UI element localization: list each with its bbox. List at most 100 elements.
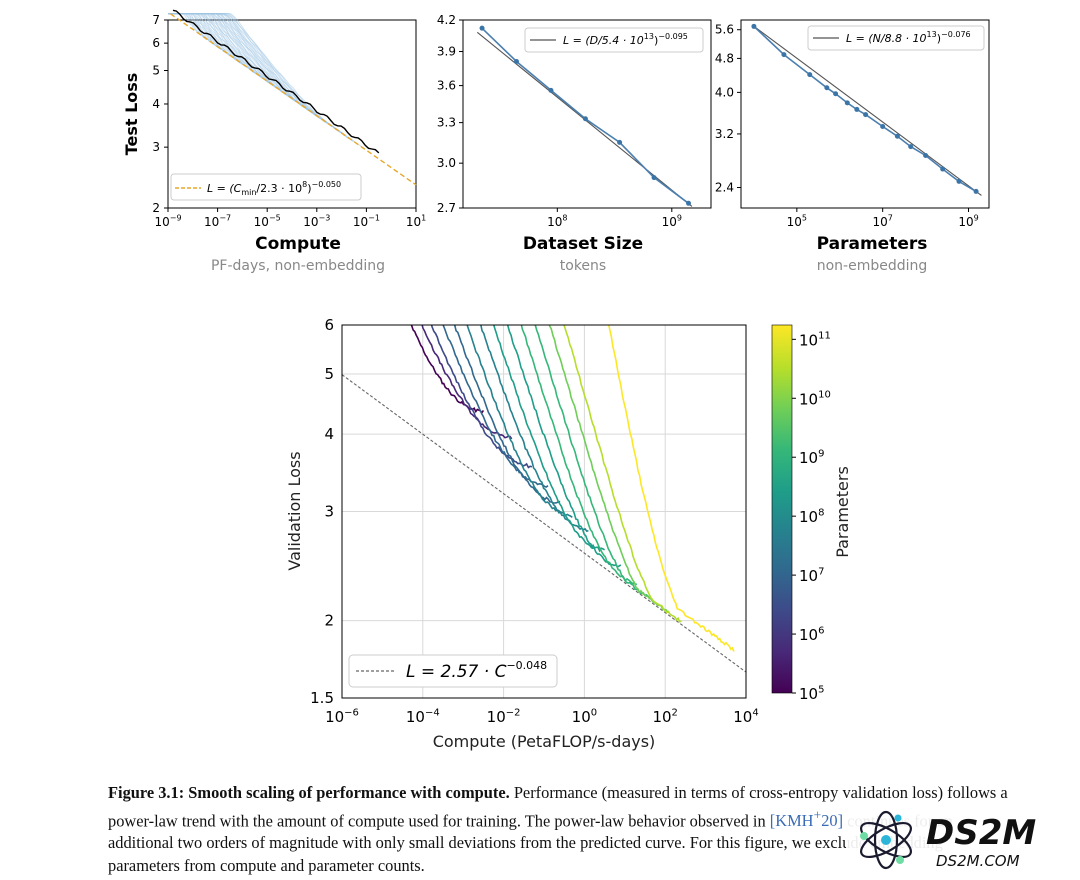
y-axis-label: Validation Loss xyxy=(285,451,304,570)
legend-text: L = (Cmin/2.3 · 108)−0.050 xyxy=(207,180,341,197)
caption-title: Smooth scaling of performance with compu… xyxy=(188,783,510,802)
y-tick-label: 4.8 xyxy=(715,51,734,65)
y-tick-label: 3.9 xyxy=(437,45,456,59)
legend: L = 2.57 · C−0.048 xyxy=(348,654,558,688)
data-point xyxy=(781,52,787,58)
data-point xyxy=(686,200,692,206)
data-point xyxy=(651,175,657,181)
ds2m-logo: DS2M DS2M.COM xyxy=(846,802,1076,876)
data-point xyxy=(617,139,623,145)
frontier-curve xyxy=(172,9,380,154)
training-curve xyxy=(563,325,682,623)
data-point xyxy=(479,25,485,31)
y-tick-label: 3.3 xyxy=(437,116,456,130)
y-tick-label: 2 xyxy=(324,612,334,630)
data-point xyxy=(940,166,946,172)
frontier xyxy=(172,9,380,154)
y-tick-label: 3.0 xyxy=(437,156,456,170)
legend-text: L = (D/5.4 · 1013)−0.095 xyxy=(563,32,688,47)
training-curve xyxy=(466,325,573,519)
x-tick-label: 109 xyxy=(662,214,682,229)
panel-parameters: 105 107 109 2.4 3.2 4.0 4.8 5.6 Parameters non-… xyxy=(715,19,990,274)
x-axis-label: Compute xyxy=(255,234,341,254)
x-tick-label: 102 xyxy=(652,707,677,726)
x-tick-label: 104 xyxy=(733,707,758,726)
y-tick-label: 3.6 xyxy=(437,79,456,93)
colorbar-label: Parameters xyxy=(833,466,852,558)
data-point xyxy=(548,87,554,93)
training-curve xyxy=(548,325,670,614)
x-axis-sublabel: PF-days, non-embedding xyxy=(211,258,385,274)
x-axis-label: Dataset Size xyxy=(523,234,643,254)
caption-line2: validation loss) follows a power-law tre… xyxy=(108,783,1008,830)
x-tick-label: 101 xyxy=(406,214,426,229)
colorbar-frame xyxy=(771,324,793,694)
data-point xyxy=(824,85,830,91)
x-tick-label: 10−5 xyxy=(254,214,281,229)
y-tick-label: 3.2 xyxy=(715,127,734,141)
y-tick-label: 2.4 xyxy=(715,181,734,195)
legend: L = (N/8.8 · 1013)−0.076 xyxy=(807,25,985,51)
x-tick-label: 109 xyxy=(958,214,978,229)
y-tick-label: 1.5 xyxy=(310,689,334,707)
fit-line xyxy=(170,13,417,186)
training-curve xyxy=(453,325,561,504)
power-law-fit xyxy=(342,374,746,673)
x-tick-label: 108 xyxy=(547,214,567,229)
caption-line3-pre: observed in xyxy=(689,810,766,830)
legend-box xyxy=(170,173,362,201)
y-tick-label: 2.7 xyxy=(437,201,456,215)
y-tick-label: 3 xyxy=(324,503,334,521)
y-tick-label: 4.2 xyxy=(437,13,456,27)
y-tick-label: 5.6 xyxy=(715,23,734,37)
plot-frame xyxy=(341,324,747,699)
x-axis-label: Parameters xyxy=(817,234,928,254)
legend-box xyxy=(807,25,985,51)
training-curve xyxy=(520,325,638,586)
fit-line xyxy=(342,374,746,673)
x-axis-sublabel: non-embedding xyxy=(817,258,928,274)
y-tick-label: 6 xyxy=(152,36,160,50)
data-points xyxy=(751,23,979,194)
data-points xyxy=(479,25,692,206)
x-tick-label: 10−7 xyxy=(204,214,231,229)
data-point xyxy=(514,58,520,64)
x-axis-sublabel: tokens xyxy=(560,258,606,274)
colorbar-gradient xyxy=(772,325,792,693)
colorbar: 105 106 107 108 109 1010 1011 Parameters xyxy=(771,324,852,703)
power-law-fit xyxy=(170,13,417,186)
training-curve xyxy=(480,325,589,533)
y-tick-label: 7 xyxy=(152,13,160,27)
colorbar-tick-label: 107 xyxy=(799,566,824,585)
y-tick-label: 4 xyxy=(324,425,334,443)
y-tick-label: 5 xyxy=(324,365,334,383)
data-point xyxy=(844,100,850,106)
y-tick-label: 6 xyxy=(324,316,334,334)
panel-dataset-size: 108 109 2.7 3.0 3.3 3.6 3.9 4.2 Dataset Size to… xyxy=(437,13,712,274)
citation-link[interactable]: [KMH+20] xyxy=(769,807,844,830)
x-tick-label: 105 xyxy=(787,214,807,229)
training-curve xyxy=(492,325,605,553)
training-curve xyxy=(506,325,622,568)
legend-box xyxy=(348,654,558,688)
training-curve xyxy=(607,325,735,652)
colorbar-tick-label: 108 xyxy=(799,507,824,526)
tick-labels: 10−6 10−4 10−2 100 102 104 1.5 2 3 4 5 6 xyxy=(310,316,759,726)
legend-box xyxy=(524,27,704,53)
y-axis-label: Test Loss xyxy=(122,73,141,156)
legend: L = (D/5.4 · 1013)−0.095 xyxy=(524,27,704,53)
data-point xyxy=(833,91,839,97)
x-tick-label: 10−4 xyxy=(406,707,440,726)
x-axis-label: Compute (PetaFLOP/s-days) xyxy=(433,732,656,751)
logo-brand: DS2M xyxy=(926,813,1036,853)
tick-labels: 108 109 2.7 3.0 3.3 3.6 3.9 4.2 xyxy=(437,13,682,229)
legend-text: L = (N/8.8 · 1013)−0.076 xyxy=(846,30,971,45)
colorbar-tick-label: 106 xyxy=(799,625,824,644)
data-point xyxy=(894,133,900,139)
panel-validation-loss: 10−6 10−4 10−2 100 102 104 1.5 2 3 4 5 6 Validation… xyxy=(285,316,852,751)
x-tick-label: 100 xyxy=(572,707,597,726)
tick-labels: 10−9 10−7 10−5 10−3 10−1 101 2 3 4 5 6 7 xyxy=(152,13,426,229)
data-point xyxy=(908,144,914,150)
data-point xyxy=(880,124,886,130)
